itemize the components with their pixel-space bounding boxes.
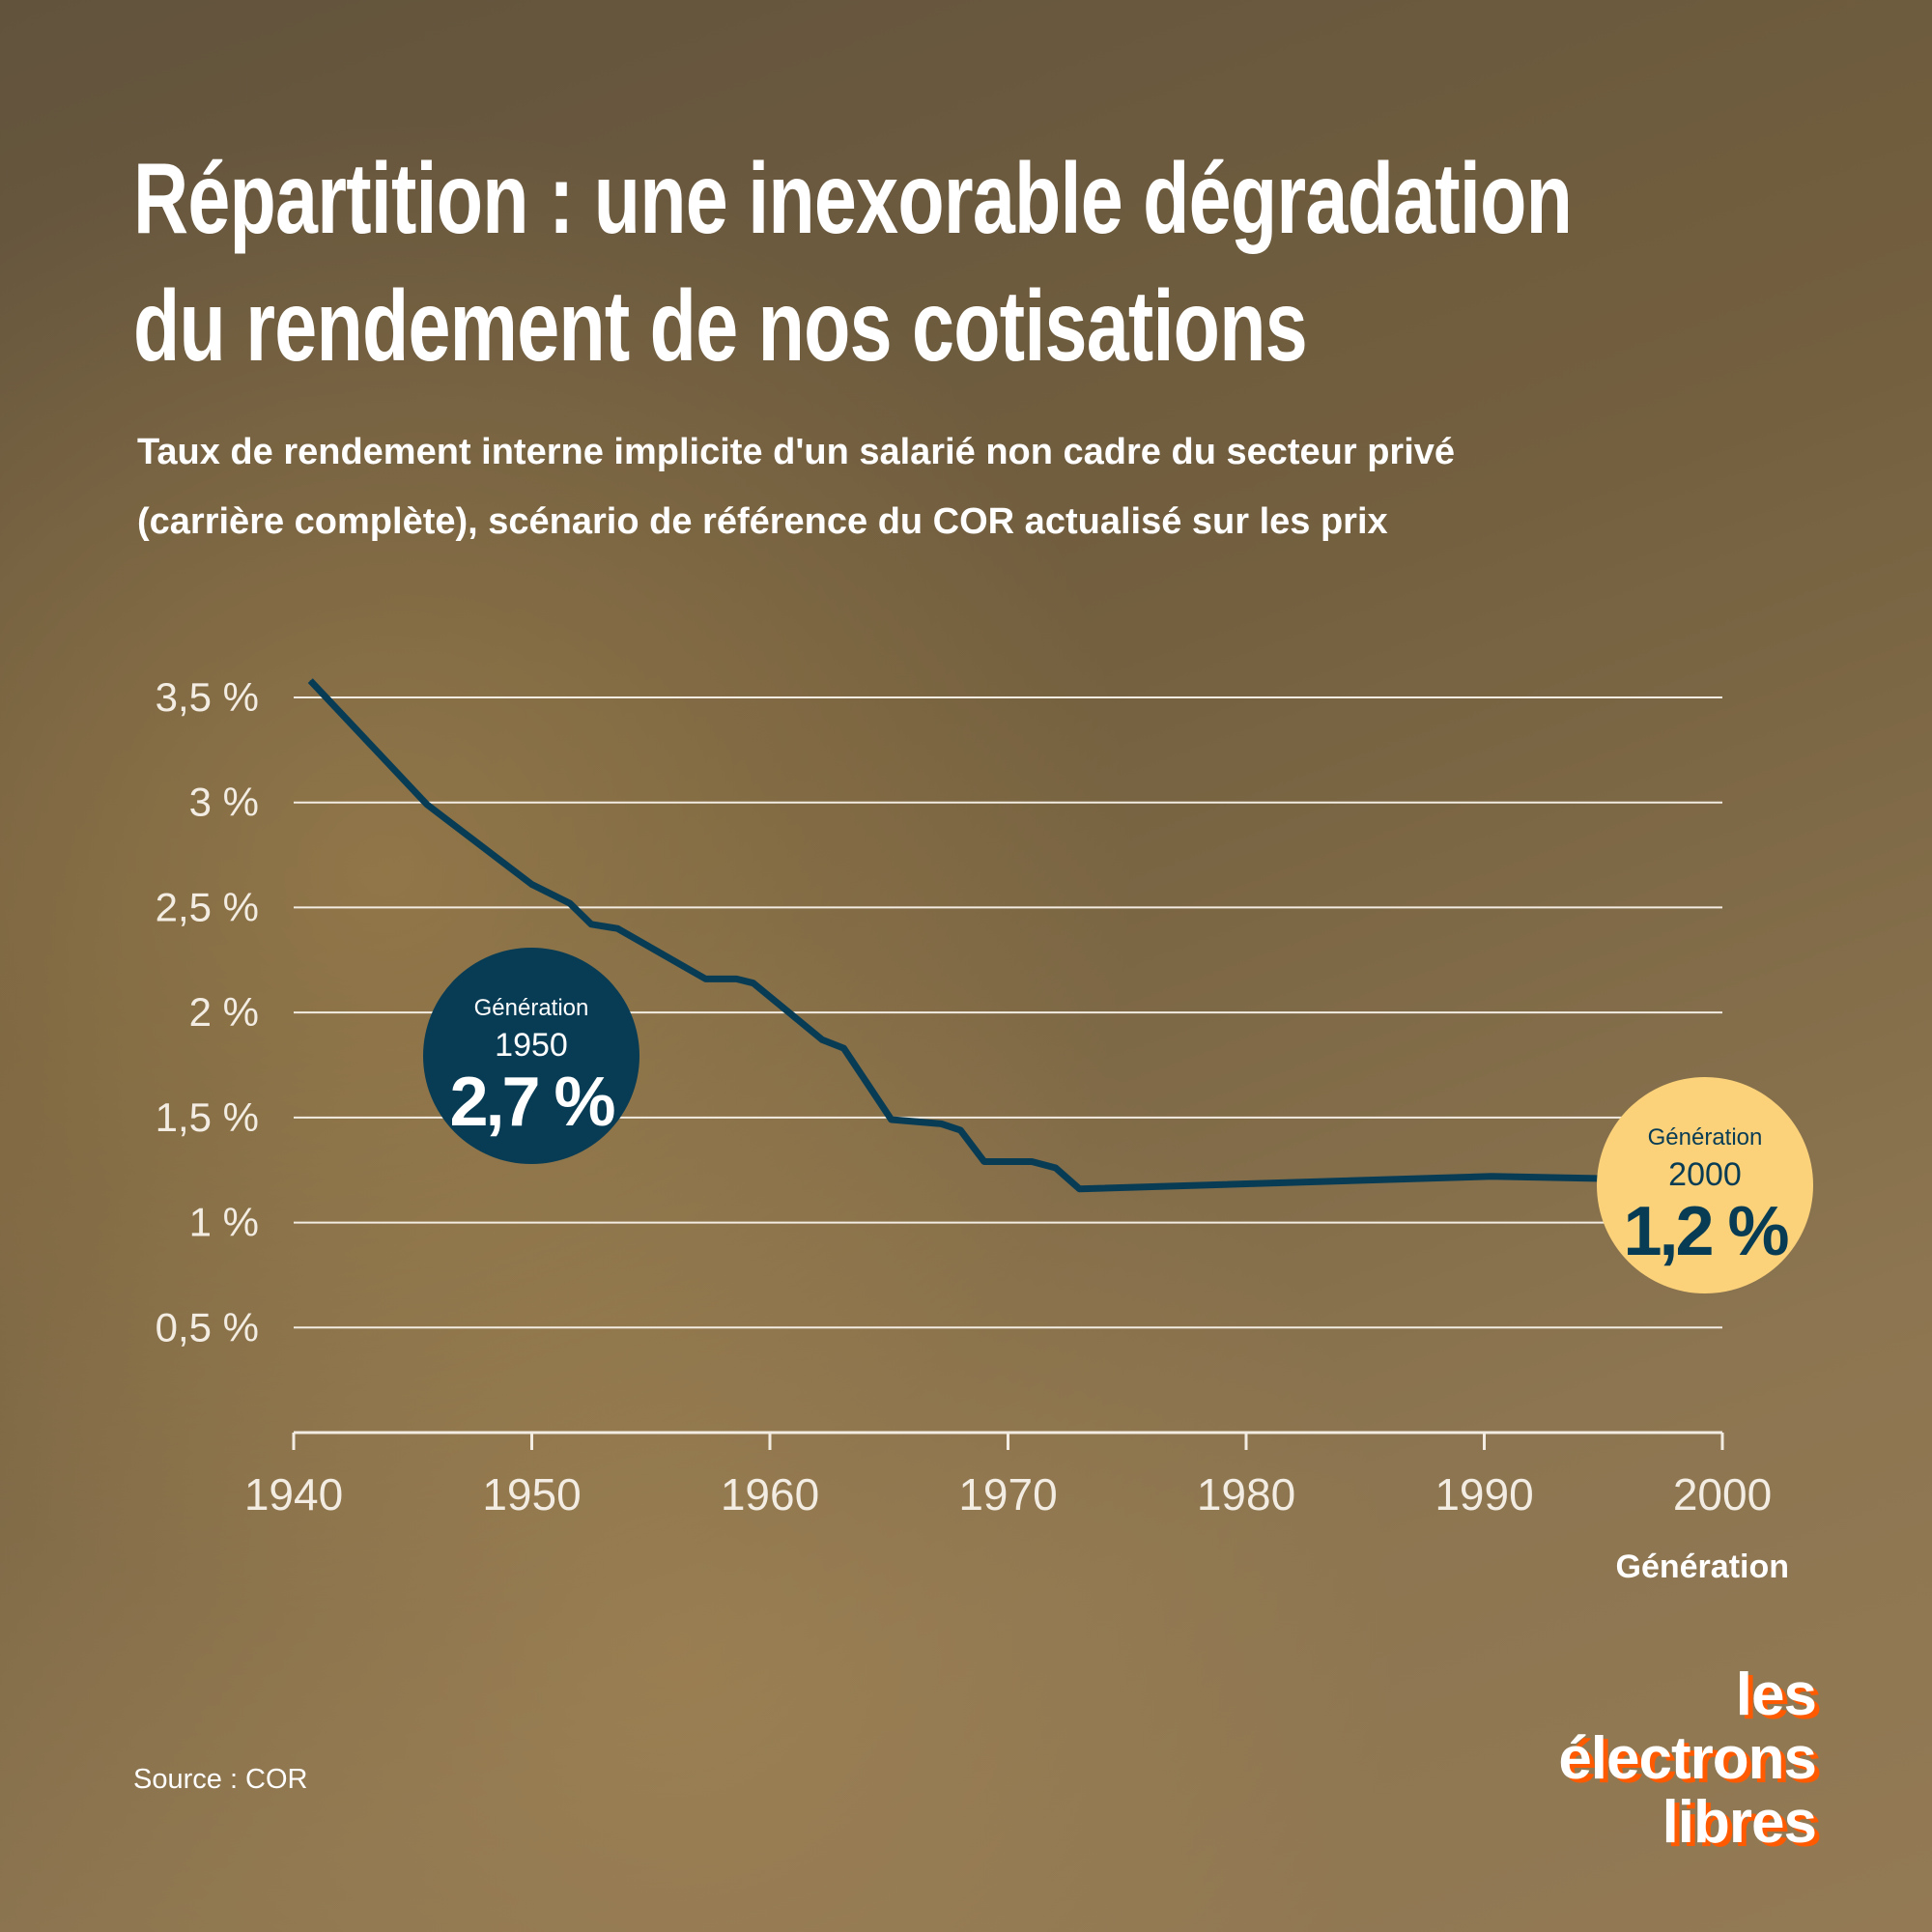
x-axis-title: Génération <box>1616 1548 1789 1585</box>
annotation-bubble <box>423 948 639 1164</box>
annotation-value: 1,2 % <box>1623 1193 1788 1270</box>
data-point <box>1491 1176 1492 1178</box>
annotation-label: Génération <box>474 995 589 1021</box>
y-tick-label: 0,5 % <box>156 1304 259 1350</box>
data-point <box>569 902 571 904</box>
y-tick-label: 1,5 % <box>156 1094 259 1140</box>
data-point <box>616 927 618 929</box>
y-tick-label: 2 % <box>189 989 259 1035</box>
data-point <box>959 1129 961 1131</box>
x-tick-label: 1970 <box>958 1469 1057 1520</box>
subtitle-line-1: Taux de rendement interne implicite d'un… <box>137 432 1456 472</box>
data-point <box>590 923 592 925</box>
data-point <box>891 1119 893 1121</box>
chart-subtitle: Taux de rendement interne implicite d'un… <box>137 417 1455 556</box>
title-line-2: du rendement de nos cotisations <box>133 270 1308 383</box>
x-tick-label: 2000 <box>1673 1469 1772 1520</box>
y-tick-label: 3,5 % <box>156 674 259 720</box>
x-tick-label: 1980 <box>1197 1469 1295 1520</box>
data-point <box>426 804 428 806</box>
data-point <box>1078 1188 1080 1190</box>
brand-logo: les électrons libres <box>1488 1662 1817 1856</box>
x-tick-label: 1950 <box>482 1469 581 1520</box>
data-point <box>531 884 532 886</box>
annotation-label: Génération <box>1648 1124 1763 1151</box>
logo-line-2: libres <box>1662 1789 1817 1856</box>
series-line <box>307 678 1599 1193</box>
y-tick-label: 1 % <box>189 1200 259 1245</box>
data-point <box>983 1161 985 1163</box>
subtitle-line-2: (carrière complète), scénario de référen… <box>137 501 1388 542</box>
annotation-bubble <box>1597 1077 1813 1293</box>
data-point <box>842 1047 844 1049</box>
x-tick-label: 1960 <box>721 1469 819 1520</box>
data-point <box>704 978 706 980</box>
data-point <box>1031 1161 1033 1163</box>
data-point <box>309 680 311 682</box>
x-tick-label: 1940 <box>244 1469 343 1520</box>
logo-line-1: les électrons <box>1558 1662 1817 1792</box>
source-note: Source : COR <box>133 1764 308 1795</box>
data-point <box>940 1122 942 1124</box>
x-tick-label: 1990 <box>1435 1469 1533 1520</box>
annotation-year: 1950 <box>495 1027 568 1064</box>
data-point <box>735 978 737 980</box>
title-line-1: Répartition : une inexorable dégradation <box>133 143 1573 255</box>
data-point <box>1055 1167 1057 1169</box>
annotation-year: 2000 <box>1668 1156 1742 1193</box>
y-tick-label: 2,5 % <box>156 884 259 929</box>
annotation-value: 2,7 % <box>449 1064 614 1141</box>
data-point <box>821 1038 823 1040</box>
y-tick-label: 3 % <box>189 780 259 825</box>
chart-title: Répartition : une inexorable dégradation… <box>133 135 1573 390</box>
